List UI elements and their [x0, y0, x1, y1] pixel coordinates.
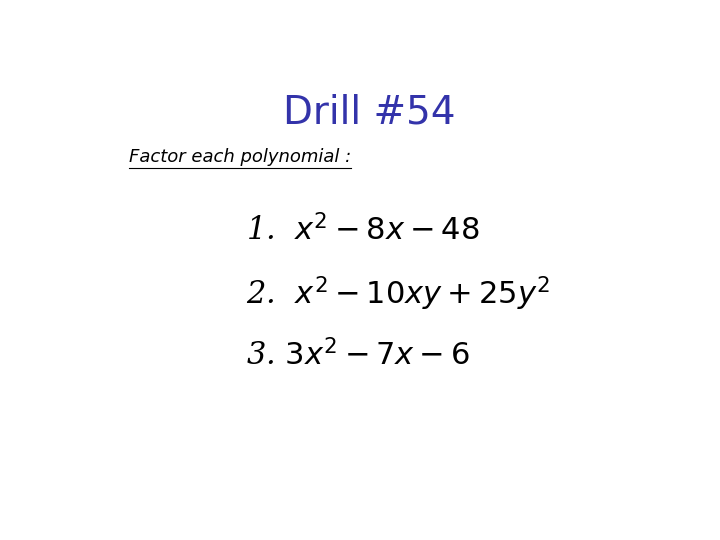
- Text: Drill #54: Drill #54: [283, 94, 455, 132]
- Text: 1.  $x^{2}-8x-48$: 1. $x^{2}-8x-48$: [246, 215, 480, 247]
- Text: 2.  $x^{2}-10xy+25y^{2}$: 2. $x^{2}-10xy+25y^{2}$: [246, 274, 550, 313]
- Text: 3. $3x^{2}-7x-6$: 3. $3x^{2}-7x-6$: [246, 340, 470, 372]
- Text: Factor each polynomial :: Factor each polynomial :: [129, 148, 351, 166]
